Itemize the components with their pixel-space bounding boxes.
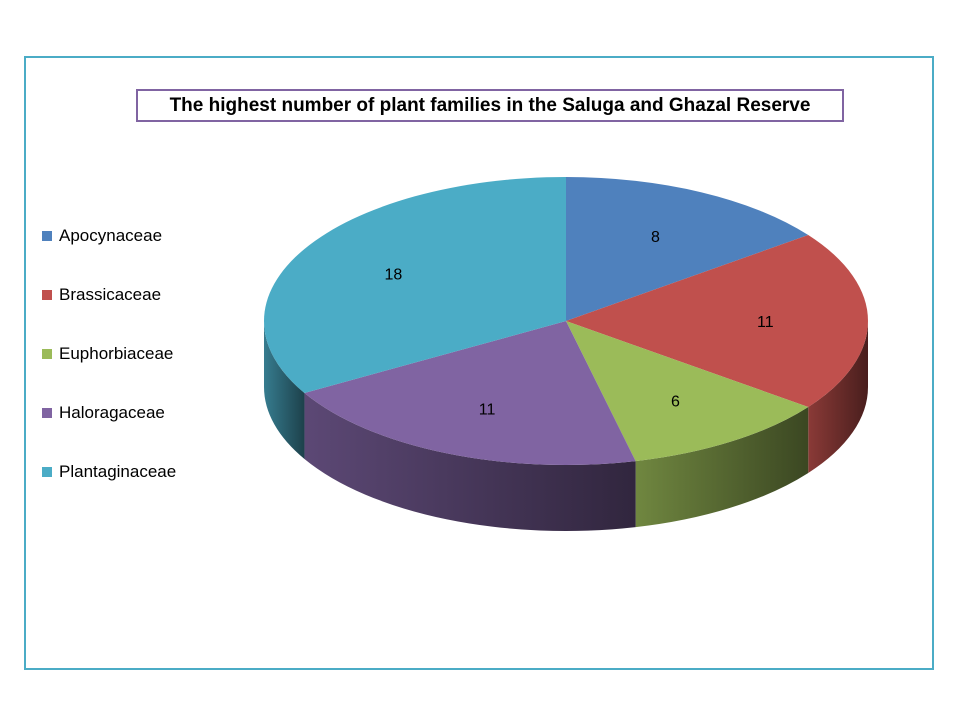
pie-slice bbox=[566, 321, 809, 462]
legend-label: Haloragaceae bbox=[59, 403, 165, 422]
data-label: 8 bbox=[651, 229, 660, 246]
pie-slice-side bbox=[808, 321, 868, 473]
data-label: 6 bbox=[671, 393, 680, 410]
pie-slice-side bbox=[264, 321, 305, 459]
pie-slice bbox=[566, 177, 809, 321]
legend-swatch bbox=[42, 408, 52, 418]
legend-swatch bbox=[42, 467, 52, 477]
pie-slice bbox=[264, 177, 566, 393]
legend-item: Brassicaceae bbox=[42, 285, 161, 305]
pie-slice-side bbox=[304, 393, 636, 531]
legend-item: Euphorbiaceae bbox=[42, 344, 173, 364]
pie-sides bbox=[264, 321, 868, 531]
pie-data-labels: 8 11 6 11 18 bbox=[385, 229, 774, 418]
legend-label: Brassicaceae bbox=[59, 285, 162, 304]
chart-title: The highest number of plant families in … bbox=[136, 89, 844, 122]
legend-item: Haloragaceae bbox=[42, 403, 165, 423]
legend-label: Apocynaceae bbox=[59, 226, 163, 245]
data-label: 11 bbox=[757, 314, 774, 331]
legend-swatch bbox=[42, 231, 52, 241]
pie-slices bbox=[264, 177, 869, 465]
pie-slice bbox=[304, 321, 636, 465]
pie-slice bbox=[566, 235, 869, 407]
legend-swatch bbox=[42, 290, 52, 300]
legend-label: Plantaginaceae bbox=[59, 462, 177, 481]
legend-item: Plantaginaceae bbox=[42, 462, 176, 482]
chart-frame bbox=[24, 56, 934, 670]
legend-swatch bbox=[42, 349, 52, 359]
pie-slice-side bbox=[635, 406, 809, 528]
legend-item: Apocynaceae bbox=[42, 226, 162, 246]
data-label: 18 bbox=[385, 267, 403, 284]
data-label: 11 bbox=[479, 401, 496, 418]
legend-label: Euphorbiaceae bbox=[59, 344, 174, 363]
